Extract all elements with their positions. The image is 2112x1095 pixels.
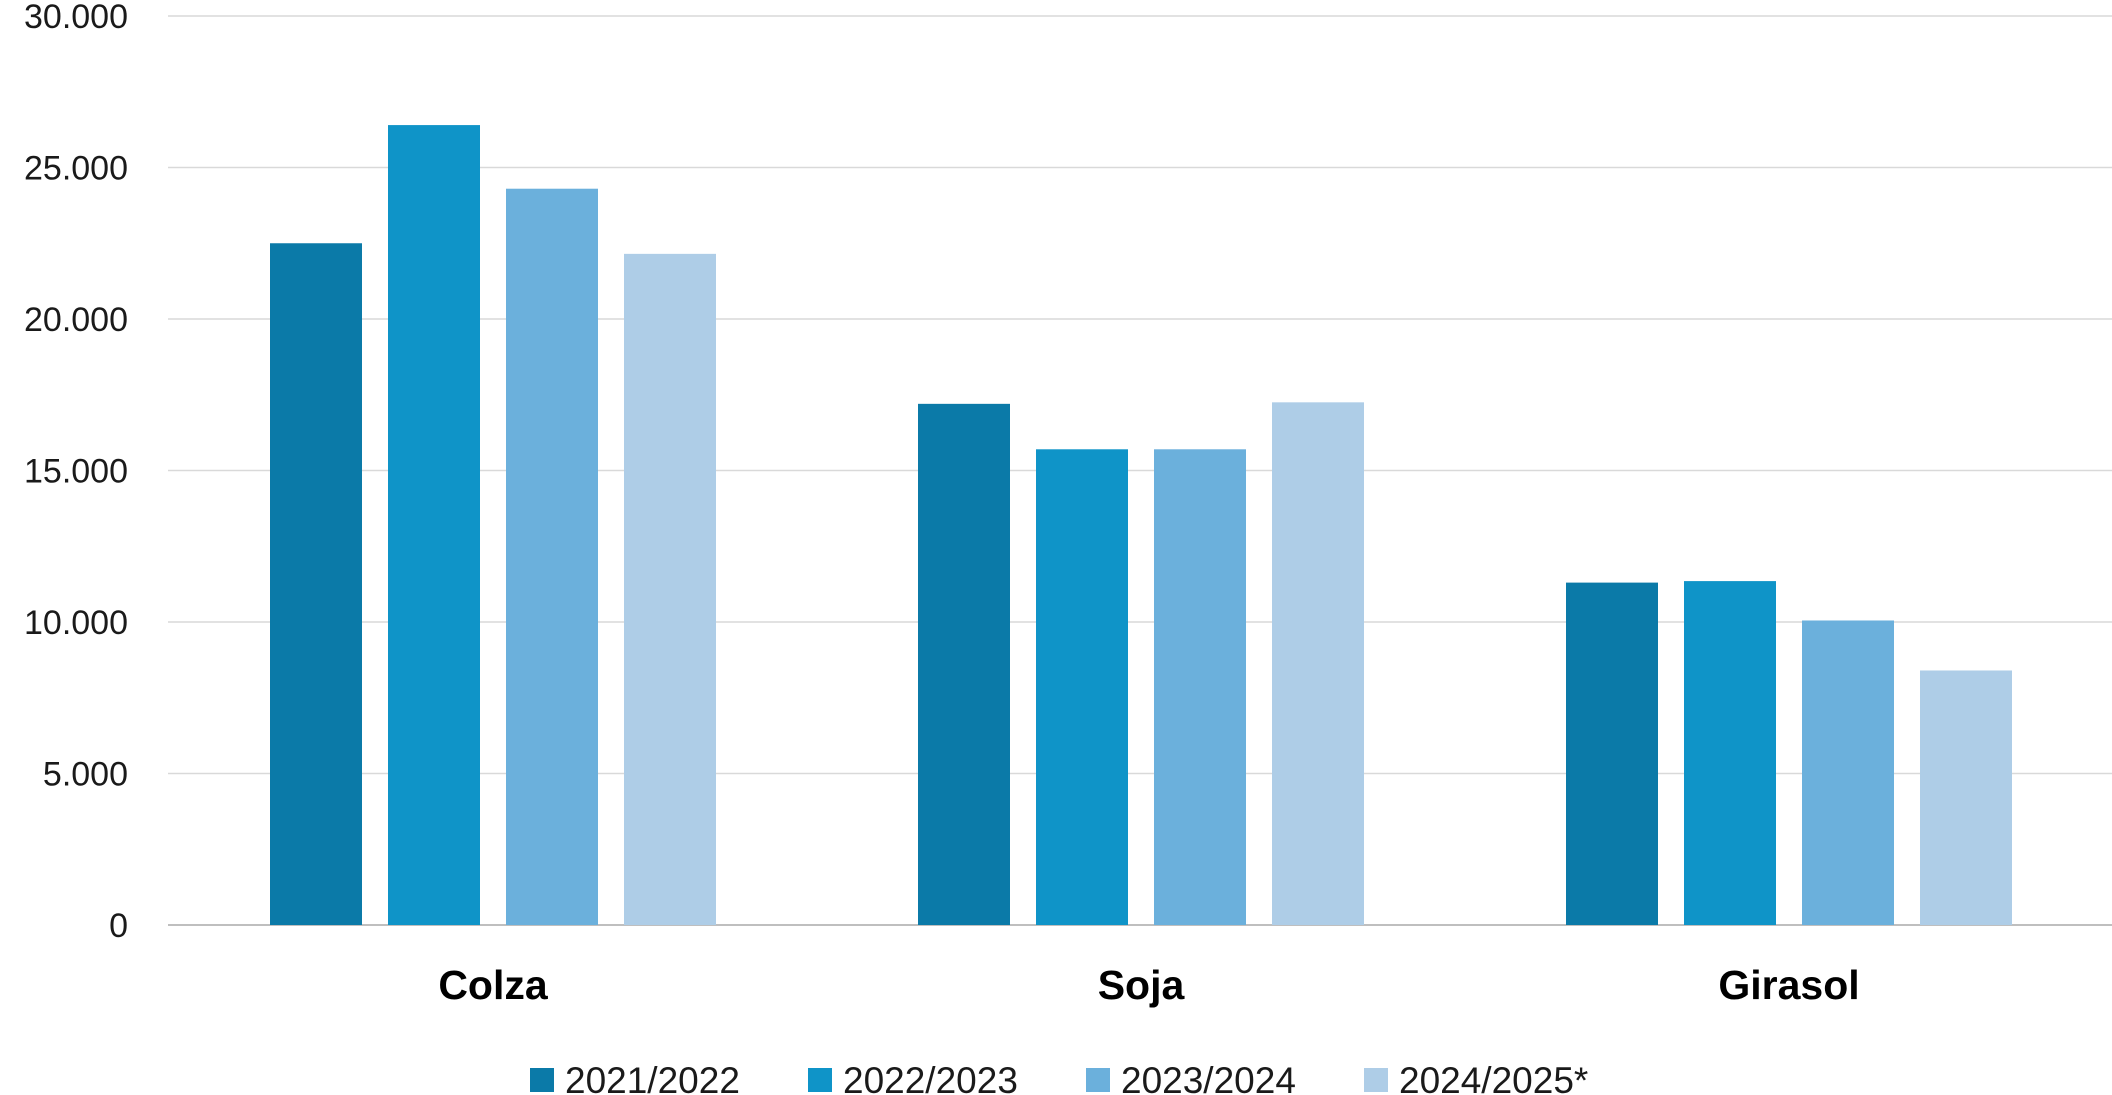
y-tick-label: 30.000 — [24, 0, 128, 36]
legend-label: 2024/2025* — [1399, 1060, 1588, 1095]
bar-girasol-3 — [1802, 620, 1894, 925]
y-tick-label: 25.000 — [24, 150, 128, 188]
bar-girasol-2 — [1684, 581, 1776, 925]
gridlines — [168, 15, 2112, 926]
x-tick-label: Soja — [1098, 962, 1186, 1008]
y-tick-label: 10.000 — [24, 604, 128, 642]
bar-girasol-4 — [1920, 670, 2012, 925]
y-tick-label: 20.000 — [24, 301, 128, 339]
bar-soja-3 — [1154, 449, 1246, 925]
legend-label: 2023/2024 — [1121, 1060, 1296, 1095]
x-tick-label: Girasol — [1718, 962, 1859, 1008]
bar-soja-2 — [1036, 449, 1128, 925]
bars — [270, 125, 2012, 926]
bar-colza-1 — [270, 243, 362, 925]
x-axis: Colza Soja Girasol — [438, 962, 1859, 1008]
bar-colza-2 — [388, 125, 480, 925]
bar-soja-1 — [918, 403, 1010, 926]
y-axis: 0 5.000 10.000 15.000 20.000 25.000 30.000 — [24, 0, 128, 945]
bar-girasol-1 — [1566, 582, 1658, 925]
legend-swatch — [1086, 1068, 1110, 1092]
bar-colza-3 — [506, 188, 598, 925]
legend-swatch — [530, 1068, 554, 1092]
bar-colza-4 — [624, 253, 716, 926]
legend-swatch — [1364, 1068, 1388, 1092]
legend: 2021/2022 2022/2023 2023/2024 2024/2025* — [530, 1060, 1588, 1095]
legend-label: 2022/2023 — [843, 1060, 1018, 1095]
legend-swatch — [808, 1068, 832, 1092]
legend-label: 2021/2022 — [565, 1060, 740, 1095]
bar-soja-4 — [1272, 402, 1364, 925]
y-tick-label: 5.000 — [43, 756, 128, 794]
y-tick-label: 0 — [109, 907, 128, 945]
x-tick-label: Colza — [438, 962, 549, 1008]
y-tick-label: 15.000 — [24, 453, 128, 491]
